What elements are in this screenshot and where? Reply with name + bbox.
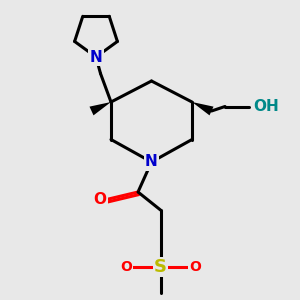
Polygon shape bbox=[192, 102, 214, 116]
Text: O: O bbox=[189, 260, 201, 274]
Text: N: N bbox=[145, 154, 158, 169]
Text: N: N bbox=[90, 50, 102, 64]
Text: OH: OH bbox=[254, 99, 279, 114]
Polygon shape bbox=[89, 102, 111, 116]
Text: O: O bbox=[93, 192, 106, 207]
Text: O: O bbox=[120, 260, 132, 274]
Text: S: S bbox=[154, 258, 167, 276]
